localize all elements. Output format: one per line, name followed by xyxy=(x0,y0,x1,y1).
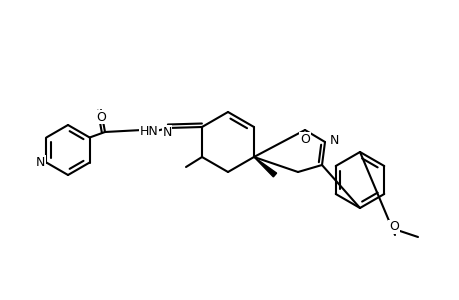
Text: O: O xyxy=(388,220,398,233)
Text: HN: HN xyxy=(140,124,158,137)
Text: N: N xyxy=(36,156,45,169)
Polygon shape xyxy=(253,157,276,177)
Text: N: N xyxy=(329,134,338,146)
Text: O: O xyxy=(96,110,106,124)
Text: N: N xyxy=(162,125,171,139)
Text: O: O xyxy=(299,133,309,146)
